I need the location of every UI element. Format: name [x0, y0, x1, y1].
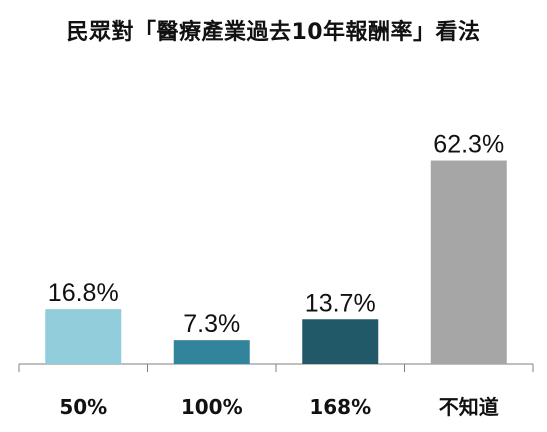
bar-3 — [302, 319, 379, 364]
data-label-1: 16.8% — [48, 279, 119, 307]
bar-4 — [430, 160, 507, 364]
category-label-4: 不知道 — [439, 395, 499, 419]
data-label-4: 62.3% — [433, 131, 504, 159]
category-label-2: 100% — [181, 395, 243, 419]
category-label-1: 50% — [59, 395, 107, 419]
data-label-3: 13.7% — [305, 289, 376, 317]
chart-title: 民眾對「醫療產業過去10年報酬率」看法 — [66, 20, 481, 45]
category-label-3: 168% — [309, 395, 371, 419]
bar-1 — [45, 309, 122, 364]
bar-2 — [173, 340, 250, 364]
data-label-2: 7.3% — [183, 310, 240, 338]
